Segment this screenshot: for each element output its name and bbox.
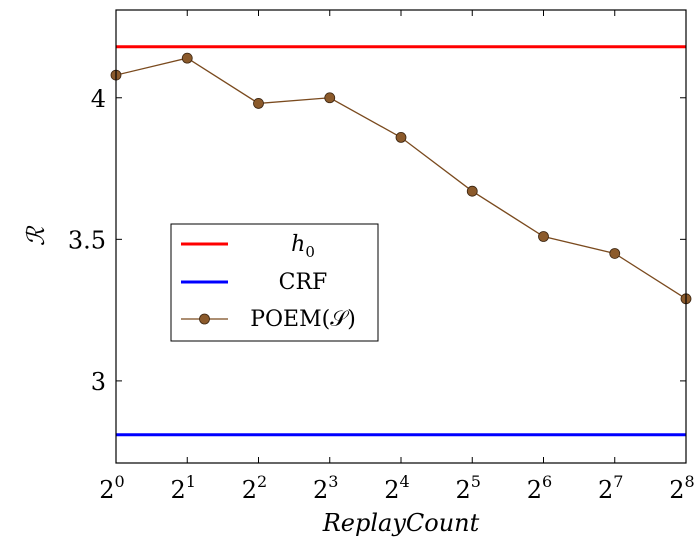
axis-ticks: 20 21 22 23 24 25 26 27 28 3 3.5 4 — [68, 10, 695, 504]
data-point — [253, 98, 264, 109]
legend-label: h0 — [291, 232, 315, 261]
x-tick-label: 23 — [313, 472, 338, 504]
data-point — [181, 52, 193, 64]
x-axis-label: ReplayCount — [322, 509, 480, 537]
y-tick-label: 3.5 — [68, 226, 106, 254]
x-tick-label: 24 — [384, 472, 409, 504]
y-tick-label: 3 — [91, 368, 106, 396]
data-point — [324, 92, 336, 104]
legend: h0 CRF POEM(𝒮) — [170, 223, 379, 342]
x-tick-label: 20 — [99, 472, 124, 504]
y-axis-label: ℛ — [22, 225, 50, 246]
legend-marker — [199, 313, 210, 325]
plot-data-layer — [110, 45, 692, 437]
y-tick-label: 4 — [91, 85, 106, 113]
data-point — [609, 248, 621, 259]
data-point — [395, 132, 407, 143]
legend-label: CRF — [279, 270, 328, 295]
data-point — [466, 185, 478, 197]
legend-label: POEM(𝒮) — [250, 307, 356, 332]
x-tick-label: 22 — [242, 472, 267, 504]
x-tick-label: 21 — [171, 472, 196, 504]
x-tick-label: 26 — [527, 472, 552, 504]
x-tick-label: 28 — [669, 472, 694, 504]
data-point — [538, 231, 549, 242]
x-tick-label: 25 — [456, 472, 481, 504]
x-tick-label: 27 — [598, 472, 623, 504]
